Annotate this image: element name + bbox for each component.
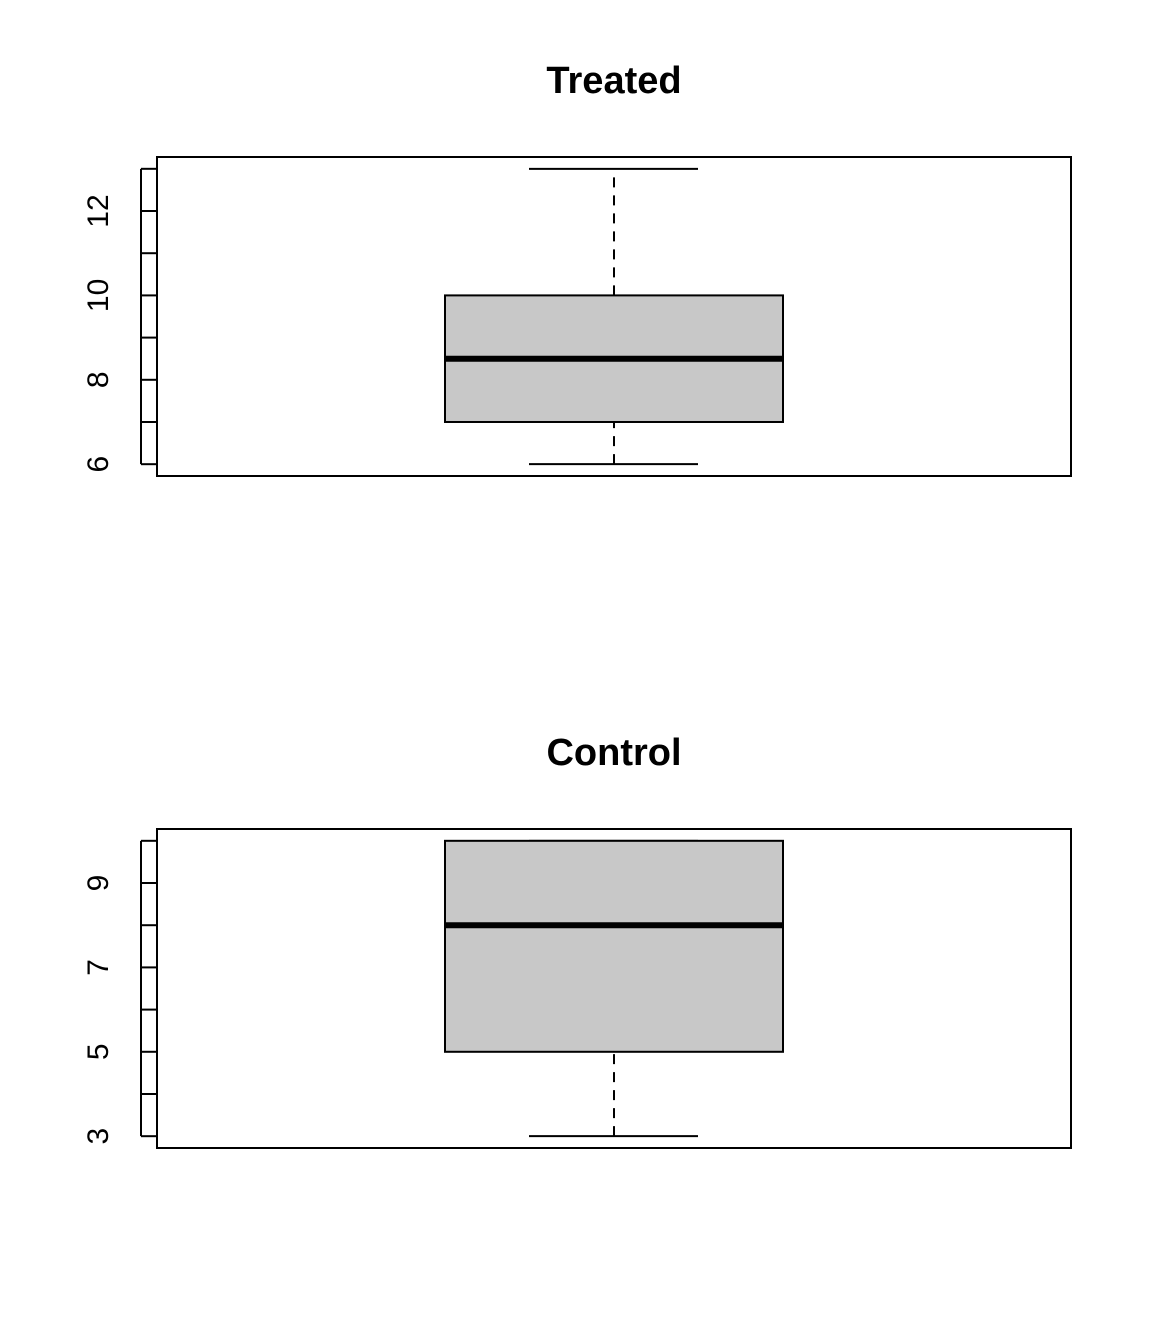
treated-plot-frame bbox=[156, 156, 1072, 477]
control-iqr-box bbox=[444, 839, 784, 1053]
control-y-tick-label: 7 bbox=[82, 959, 115, 976]
treated-y-tick-label: 6 bbox=[82, 456, 115, 473]
treated-chart-title: Treated bbox=[546, 60, 681, 102]
treated-boxplot-panel: Treated 6 8 10 12 bbox=[82, 60, 1072, 477]
treated-y-tick-label: 12 bbox=[82, 194, 115, 227]
control-y-tick-label: 9 bbox=[82, 875, 115, 892]
control-y-tick-label: 3 bbox=[82, 1128, 115, 1145]
control-y-tick-label: 5 bbox=[82, 1043, 115, 1060]
control-plot-frame bbox=[156, 828, 1072, 1149]
treated-y-tick-label: 8 bbox=[82, 371, 115, 388]
treated-y-tick-label: 10 bbox=[82, 279, 115, 312]
control-chart-title: Control bbox=[546, 732, 681, 774]
control-boxplot-panel: Control 3 5 7 9 bbox=[82, 732, 1072, 1149]
